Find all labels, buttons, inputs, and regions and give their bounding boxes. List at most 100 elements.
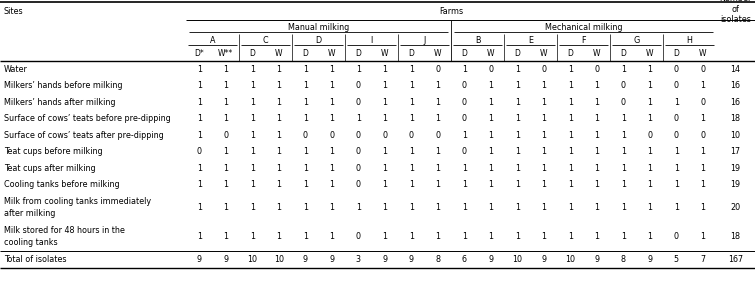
Text: 1: 1 (594, 203, 599, 212)
Text: 1: 1 (276, 65, 282, 74)
Text: 1: 1 (647, 147, 652, 156)
Text: 1: 1 (382, 81, 387, 90)
Text: W: W (646, 50, 654, 58)
Text: 1: 1 (700, 232, 705, 241)
Text: 0: 0 (700, 98, 705, 107)
Text: 1: 1 (541, 131, 547, 140)
Text: 1: 1 (621, 65, 626, 74)
Text: 1: 1 (382, 203, 387, 212)
Text: 1: 1 (594, 232, 599, 241)
Text: 0: 0 (329, 131, 334, 140)
Text: 1: 1 (303, 147, 308, 156)
Text: 1: 1 (276, 98, 282, 107)
Text: Teat cups before milking: Teat cups before milking (4, 147, 103, 156)
Text: 1: 1 (303, 98, 308, 107)
Text: 1: 1 (250, 98, 254, 107)
Text: Milk from cooling tanks immediately: Milk from cooling tanks immediately (4, 197, 151, 205)
Text: 1: 1 (700, 164, 705, 173)
Text: 1: 1 (435, 232, 440, 241)
Text: 0: 0 (382, 131, 387, 140)
Text: 1: 1 (488, 131, 493, 140)
Text: 1: 1 (329, 114, 334, 123)
Text: 9: 9 (594, 255, 599, 264)
Text: D: D (316, 36, 322, 45)
Text: 0: 0 (356, 147, 361, 156)
Text: 1: 1 (515, 131, 519, 140)
Text: 0: 0 (647, 131, 652, 140)
Text: 0: 0 (673, 131, 679, 140)
Text: 0: 0 (223, 131, 228, 140)
Text: 1: 1 (250, 203, 254, 212)
Text: 1: 1 (197, 164, 202, 173)
Text: 1: 1 (250, 114, 254, 123)
Text: 1: 1 (647, 65, 652, 74)
Text: 1: 1 (197, 131, 202, 140)
Text: 1: 1 (223, 114, 228, 123)
Text: 1: 1 (197, 232, 202, 241)
Text: 1: 1 (329, 180, 334, 189)
Text: W: W (540, 50, 547, 58)
Text: W: W (699, 50, 707, 58)
Text: 1: 1 (197, 65, 202, 74)
Text: 1: 1 (223, 203, 228, 212)
Text: 1: 1 (408, 232, 414, 241)
Text: 1: 1 (568, 180, 573, 189)
Text: 0: 0 (356, 232, 361, 241)
Text: Surface of cows’ teats before pre-dipping: Surface of cows’ teats before pre-dippin… (4, 114, 171, 123)
Text: 1: 1 (488, 98, 493, 107)
Text: 0: 0 (462, 98, 467, 107)
Text: 1: 1 (568, 114, 573, 123)
Text: B: B (475, 36, 480, 45)
Text: 3: 3 (356, 255, 361, 264)
Text: 1: 1 (329, 81, 334, 90)
Text: 1: 1 (250, 147, 254, 156)
Text: 0: 0 (356, 81, 361, 90)
Text: 1: 1 (594, 131, 599, 140)
Text: Sites: Sites (4, 7, 23, 15)
Text: 1: 1 (250, 65, 254, 74)
Text: 1: 1 (408, 98, 414, 107)
Text: 1: 1 (700, 114, 705, 123)
Text: 1: 1 (568, 98, 573, 107)
Text: 1: 1 (621, 164, 626, 173)
Text: 1: 1 (594, 114, 599, 123)
Text: 10: 10 (565, 255, 575, 264)
Text: 8: 8 (621, 255, 626, 264)
Text: 1: 1 (408, 147, 414, 156)
Text: 1: 1 (356, 65, 361, 74)
Text: 1: 1 (647, 98, 652, 107)
Text: 1: 1 (568, 147, 573, 156)
Text: 1: 1 (435, 147, 440, 156)
Text: 1: 1 (303, 164, 308, 173)
Text: 0: 0 (356, 164, 361, 173)
Text: 1: 1 (541, 81, 547, 90)
Text: D: D (408, 50, 414, 58)
Text: 1: 1 (435, 98, 440, 107)
Text: 1: 1 (462, 65, 467, 74)
Text: 1: 1 (303, 65, 308, 74)
Text: Teat cups after milking: Teat cups after milking (4, 164, 96, 173)
Text: Cooling tanks before milking: Cooling tanks before milking (4, 180, 119, 189)
Text: J: J (424, 36, 426, 45)
Text: 167: 167 (728, 255, 743, 264)
Text: 0: 0 (621, 98, 626, 107)
Text: 1: 1 (621, 232, 626, 241)
Text: 1: 1 (276, 164, 282, 173)
Text: 10: 10 (731, 131, 741, 140)
Text: cooling tanks: cooling tanks (4, 238, 57, 247)
Text: 1: 1 (382, 164, 387, 173)
Text: 0: 0 (673, 65, 679, 74)
Text: 1: 1 (673, 203, 679, 212)
Text: 1: 1 (647, 81, 652, 90)
Text: 1: 1 (408, 65, 414, 74)
Text: 17: 17 (730, 147, 741, 156)
Text: 0: 0 (356, 131, 361, 140)
Text: 1: 1 (568, 81, 573, 90)
Text: 1: 1 (673, 180, 679, 189)
Text: 1: 1 (303, 114, 308, 123)
Text: 1: 1 (223, 164, 228, 173)
Text: 1: 1 (250, 232, 254, 241)
Text: 7: 7 (700, 255, 705, 264)
Text: 0: 0 (673, 232, 679, 241)
Text: 1: 1 (462, 131, 467, 140)
